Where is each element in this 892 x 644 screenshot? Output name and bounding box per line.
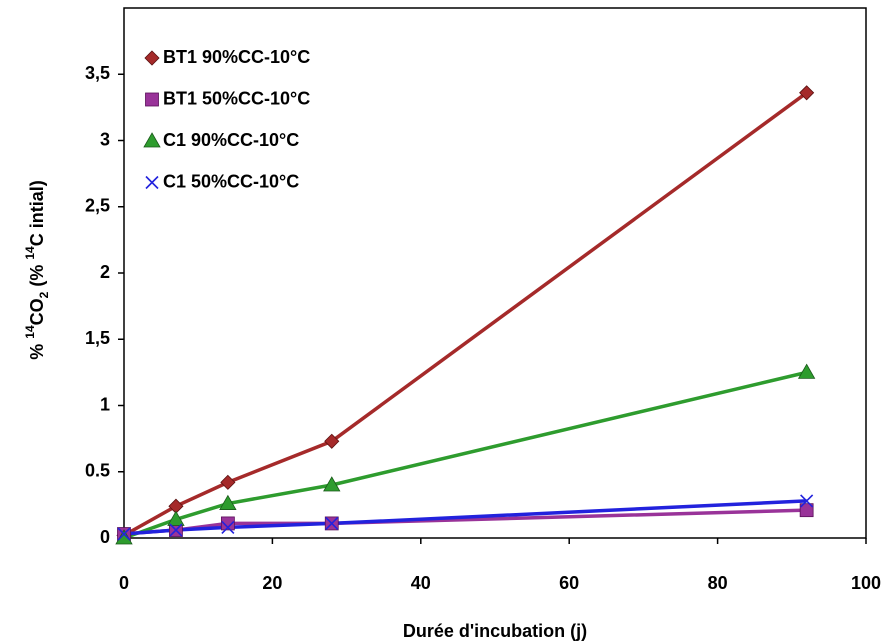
y-label-part: 14 (23, 246, 37, 260)
y-label-part: C intial) (27, 180, 47, 246)
marker (219, 494, 237, 510)
x-tick-label: 20 (262, 573, 282, 593)
marker (145, 92, 159, 107)
x-tick-label: 60 (559, 573, 579, 593)
marker (220, 516, 235, 531)
x-tick-label: 40 (411, 573, 431, 593)
x-tick-label: 100 (851, 573, 881, 593)
marker (220, 474, 236, 490)
marker (799, 85, 815, 101)
legend-label: C1 50%CC-10°C (163, 171, 299, 191)
y-tick-label: 2,5 (85, 196, 110, 216)
marker (323, 476, 341, 492)
y-tick-label: 2 (100, 262, 110, 282)
y-tick-label: 3 (100, 129, 110, 149)
marker (221, 520, 235, 534)
y-tick-label: 0 (100, 527, 110, 547)
x-axis-label: Durée d'incubation (j) (403, 621, 587, 641)
x-tick-label: 0 (119, 573, 129, 593)
y-label-part: % (27, 339, 47, 360)
y-label-part: (% (27, 260, 47, 292)
legend-label: BT1 50%CC-10°C (163, 88, 310, 108)
marker (117, 527, 131, 541)
series-line (123, 91, 808, 537)
legend-label: C1 90%CC-10°C (163, 130, 299, 150)
y-label-part: CO (27, 298, 47, 325)
y-axis-label: % 14CO2 (% 14C intial) (23, 180, 51, 359)
marker (324, 433, 340, 449)
marker (167, 510, 185, 526)
marker (143, 132, 161, 148)
marker (325, 516, 339, 530)
marker (800, 494, 814, 508)
marker (799, 503, 814, 518)
marker (797, 363, 816, 379)
x-tick-label: 80 (708, 573, 728, 593)
y-tick-label: 1,5 (85, 328, 110, 348)
y-label-part: 14 (23, 325, 37, 339)
legend-label: BT1 90%CC-10°C (163, 47, 310, 67)
marker (145, 175, 159, 190)
y-label-part: 2 (37, 291, 51, 298)
marker (169, 523, 183, 537)
marker (144, 50, 160, 66)
y-tick-label: 1 (100, 394, 110, 414)
y-tick-label: 0.5 (85, 461, 110, 481)
y-tick-label: 3,5 (85, 63, 110, 83)
